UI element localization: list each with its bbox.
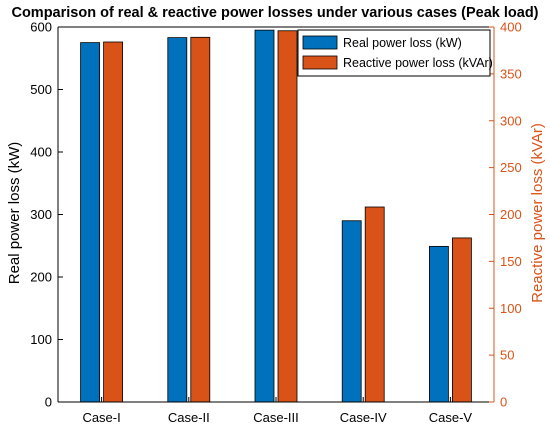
right-tick-label: 300 xyxy=(500,113,522,128)
right-tick-label: 0 xyxy=(500,395,507,410)
left-tick-label: 0 xyxy=(45,395,52,410)
x-tick-label: Case-II xyxy=(168,410,210,425)
bar-reactive-case-i xyxy=(103,41,123,403)
bars-layer xyxy=(80,29,472,403)
bar-real-case-iv xyxy=(341,220,362,403)
bar-real-case-v xyxy=(428,245,449,403)
left-tick-label: 200 xyxy=(30,270,52,285)
legend: Real power loss (kW) Reactive power loss … xyxy=(297,29,493,77)
left-tick-label: 400 xyxy=(30,145,52,160)
bar-real-case-i xyxy=(80,42,100,403)
right-axis-label: Reactive power loss (kVAr) xyxy=(529,123,546,303)
left-tick-label: 600 xyxy=(30,20,52,35)
legend-swatch xyxy=(302,35,338,50)
right-tick-label: 400 xyxy=(500,20,522,35)
x-tick-label: Case-III xyxy=(253,410,299,425)
bar-real-case-iii xyxy=(254,29,275,403)
bar-reactive-case-iv xyxy=(364,206,385,403)
right-tick-label: 150 xyxy=(500,254,522,269)
left-axis-label: Real power loss (kW) xyxy=(6,142,23,285)
right-tick-label: 50 xyxy=(500,348,514,363)
axes-layer: Case-I Case-II Case-III Case-IV Case-V 0 100 20… xyxy=(30,20,521,426)
left-tick-label: 300 xyxy=(30,207,52,222)
bar-reactive-case-ii xyxy=(190,36,211,403)
right-tick-label: 200 xyxy=(500,207,522,222)
left-tick-label: 100 xyxy=(30,332,52,347)
legend-swatch xyxy=(302,55,338,70)
right-tick-label: 250 xyxy=(500,160,522,175)
bar-reactive-case-v xyxy=(451,237,472,403)
bar-real-case-ii xyxy=(167,37,188,403)
left-tick-label: 500 xyxy=(30,82,52,97)
x-tick-label: Case-I xyxy=(82,410,120,425)
bar-reactive-case-iii xyxy=(277,30,298,403)
x-tick-label: Case-IV xyxy=(340,410,387,425)
x-tick-label: Case-V xyxy=(429,410,473,425)
right-tick-label: 350 xyxy=(500,66,522,81)
right-tick-label: 100 xyxy=(500,301,522,316)
chart-title: Comparison of real & reactive power loss… xyxy=(11,5,538,21)
legend-label: Real power loss (kW) xyxy=(343,36,462,50)
legend-label: Reactive power loss (kVAr) xyxy=(343,56,493,70)
